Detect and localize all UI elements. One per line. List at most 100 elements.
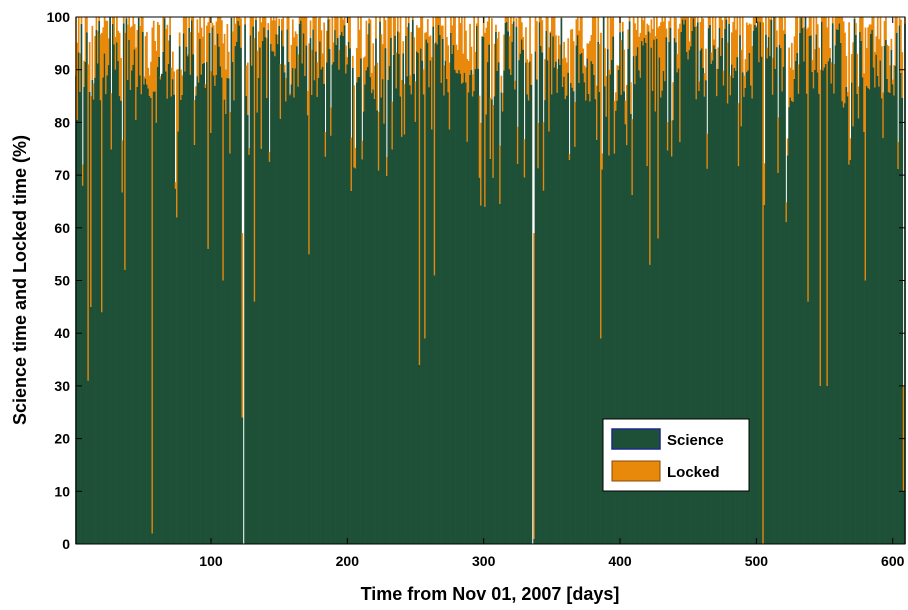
bar-locked — [545, 17, 548, 31]
bar-science — [463, 72, 466, 545]
bar-science — [80, 23, 83, 545]
bar-locked — [482, 17, 485, 37]
bar-locked — [642, 20, 645, 46]
bar-locked — [786, 138, 789, 156]
bar-science — [327, 19, 330, 545]
bar-locked — [669, 17, 672, 28]
bar-locked — [379, 17, 381, 22]
bar-science — [891, 84, 894, 544]
bar-science — [825, 63, 827, 545]
bar-locked — [111, 17, 114, 24]
bar-locked — [290, 44, 293, 85]
bar-science — [426, 42, 429, 544]
bar-locked — [747, 25, 750, 71]
bar-locked — [146, 32, 148, 85]
bar-science — [260, 148, 263, 544]
bar-science — [861, 77, 864, 544]
bar-science — [95, 29, 98, 545]
bar-locked — [897, 142, 900, 169]
bar-locked — [754, 17, 756, 25]
bar-science — [536, 79, 538, 544]
bar-science — [208, 32, 211, 545]
bar-science — [823, 67, 826, 545]
bar-science — [350, 190, 353, 545]
bar-science — [422, 94, 425, 544]
bar-locked — [864, 27, 867, 281]
bar-locked — [181, 75, 184, 95]
bar-science — [533, 538, 535, 544]
bar-locked — [706, 133, 709, 169]
bar-locked — [353, 85, 356, 168]
bar-locked — [564, 57, 567, 100]
bar-science — [859, 31, 861, 545]
bar-locked — [263, 17, 266, 28]
bar-locked — [586, 43, 589, 59]
bar-science — [638, 70, 640, 544]
bar-locked — [538, 17, 541, 23]
bar-science — [694, 26, 696, 544]
bar-locked — [141, 17, 144, 32]
bar-locked — [180, 69, 182, 100]
bar-science — [201, 63, 204, 545]
bar-locked — [266, 38, 268, 98]
bar-science — [140, 94, 143, 545]
bar-science — [796, 53, 799, 545]
bar-locked — [192, 17, 195, 55]
bar-science — [510, 74, 512, 544]
bar-science — [339, 35, 342, 545]
legend-label-locked: Locked — [667, 464, 720, 481]
bar-locked — [816, 24, 819, 73]
bar-locked — [384, 19, 387, 49]
bar-locked — [901, 52, 904, 98]
bar-locked — [174, 182, 177, 189]
bar-locked — [211, 22, 214, 28]
bar-science — [313, 80, 316, 544]
bar-science — [710, 63, 713, 544]
bar-locked — [838, 17, 841, 24]
bar-science — [681, 19, 684, 544]
bar-science — [150, 97, 152, 544]
bar-locked — [657, 27, 660, 239]
bar-locked — [852, 42, 855, 127]
bar-locked — [401, 80, 403, 137]
bar-locked — [576, 17, 579, 36]
bar-science — [527, 100, 530, 544]
bar-locked — [124, 32, 126, 270]
bar-science — [521, 39, 523, 544]
bar-science — [417, 52, 420, 545]
bar-locked — [801, 17, 804, 29]
bar-locked — [443, 65, 445, 96]
bar-locked — [380, 34, 383, 98]
bar-locked — [765, 17, 767, 35]
bar-science — [623, 91, 625, 544]
bar-locked — [654, 36, 657, 112]
bar-science — [515, 26, 518, 545]
bar-locked — [660, 22, 662, 98]
bar-science — [733, 67, 736, 545]
bar-locked — [893, 65, 895, 96]
bar-science — [124, 269, 126, 544]
bar-science — [729, 95, 732, 544]
bar-science — [353, 167, 356, 544]
bar-locked — [662, 21, 665, 71]
bar-locked — [739, 17, 741, 36]
bar-locked — [529, 17, 531, 62]
bar-science — [559, 64, 561, 545]
bar-science — [446, 78, 448, 544]
bar-science — [83, 86, 86, 544]
bar-science — [111, 23, 114, 544]
bar-locked — [281, 18, 283, 31]
bar-locked — [251, 17, 253, 66]
bar-science — [548, 131, 550, 545]
bar-locked — [101, 32, 103, 313]
bar-locked — [722, 70, 725, 86]
bar-locked — [425, 32, 428, 40]
bar-science — [815, 34, 818, 545]
bar-science — [301, 63, 304, 544]
bar-science — [256, 112, 259, 544]
bar-locked — [784, 17, 786, 35]
bar-locked — [872, 17, 875, 68]
bar-locked — [743, 75, 745, 97]
bar-science — [98, 20, 101, 545]
bar-science — [383, 123, 385, 544]
